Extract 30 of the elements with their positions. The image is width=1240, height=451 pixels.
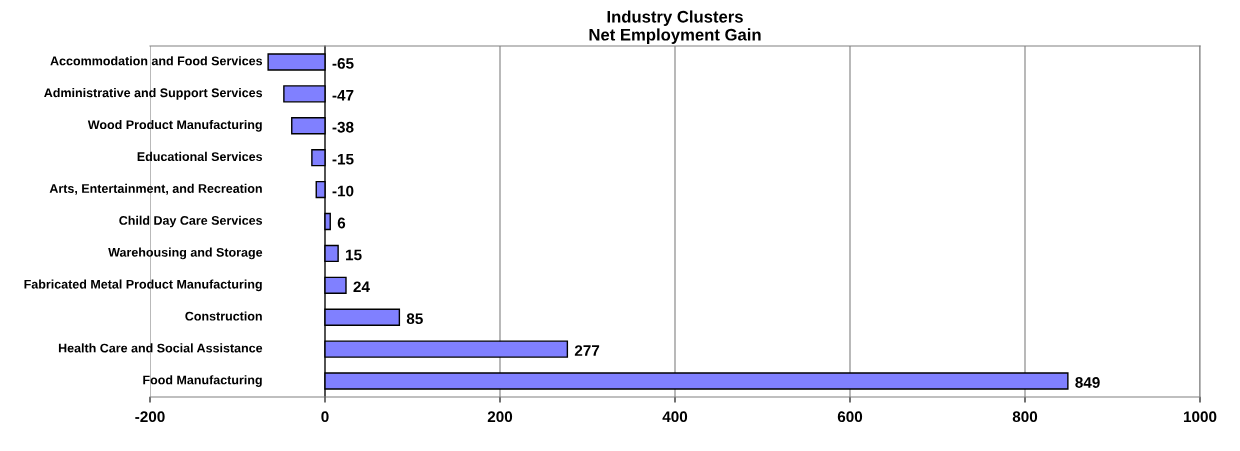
x-tick-label: 400 [662, 411, 688, 423]
data-label: -38 [332, 121, 354, 133]
x-tick-label: 800 [1012, 411, 1038, 423]
data-label: 6 [337, 217, 346, 229]
y-tick-label: Wood Product Manufacturing [87, 119, 262, 132]
y-tick-label: Arts, Entertainment, and Recreation [49, 183, 262, 195]
y-tick-label: Child Day Care Services [119, 215, 263, 228]
data-label: -15 [332, 153, 354, 165]
data-label: -10 [332, 185, 354, 197]
data-label: -65 [332, 58, 354, 69]
x-tick-label: -200 [135, 411, 165, 423]
y-tick-label: Accommodation and Food Services [50, 56, 263, 66]
data-label: 849 [1075, 377, 1100, 388]
data-label: -47 [332, 90, 354, 101]
y-tick-label: Food Manufacturing [143, 375, 262, 387]
y-tick-label: Fabricated Metal Product Manufacturing [24, 279, 262, 292]
data-label: 24 [353, 281, 370, 293]
y-tick-label: Educational Services [137, 151, 263, 162]
data-label: 85 [406, 313, 423, 325]
y-tick-label: Construction [185, 311, 262, 321]
data-label: 15 [346, 249, 362, 261]
data-label: 277 [574, 345, 600, 356]
x-tick-label: 600 [837, 411, 863, 423]
y-tick-label: Administrative and Support Services [44, 88, 263, 100]
y-tick-label: Warehousing and Storage [108, 247, 263, 260]
chart-title: Industry Clusters Net Employment Gain [589, 10, 761, 44]
x-tick-label: 0 [321, 411, 329, 423]
x-tick-label: 200 [487, 411, 513, 423]
y-tick-label: Health Care and Social Assistance [58, 343, 263, 353]
x-tick-label: 1000 [1183, 411, 1217, 423]
